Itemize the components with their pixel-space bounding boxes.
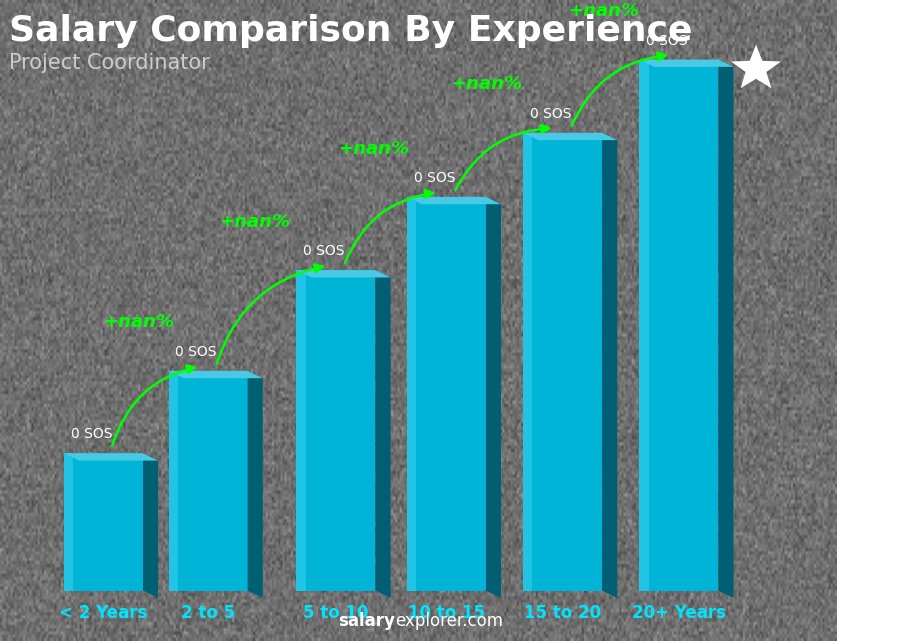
Polygon shape bbox=[486, 197, 501, 598]
Polygon shape bbox=[168, 371, 248, 590]
Polygon shape bbox=[523, 133, 533, 590]
Text: salary: salary bbox=[338, 612, 395, 630]
Polygon shape bbox=[64, 453, 143, 590]
Text: 0 SOS: 0 SOS bbox=[71, 428, 112, 442]
Polygon shape bbox=[168, 371, 178, 590]
Text: +nan%: +nan% bbox=[338, 140, 410, 158]
Polygon shape bbox=[407, 197, 416, 590]
Polygon shape bbox=[602, 133, 617, 598]
Polygon shape bbox=[407, 197, 501, 204]
Polygon shape bbox=[639, 60, 649, 590]
Polygon shape bbox=[296, 270, 306, 590]
Polygon shape bbox=[523, 133, 617, 140]
Polygon shape bbox=[64, 453, 73, 590]
Text: 20+ Years: 20+ Years bbox=[632, 604, 726, 622]
Polygon shape bbox=[296, 270, 391, 278]
Text: < 2 Years: < 2 Years bbox=[59, 604, 148, 622]
Polygon shape bbox=[639, 60, 718, 590]
Polygon shape bbox=[375, 270, 391, 598]
Polygon shape bbox=[718, 60, 734, 598]
Polygon shape bbox=[731, 45, 781, 88]
Text: Project Coordinator: Project Coordinator bbox=[9, 53, 210, 73]
Text: 15 to 20: 15 to 20 bbox=[524, 604, 601, 622]
Text: 10 to 15: 10 to 15 bbox=[408, 604, 485, 622]
Text: explorer.com: explorer.com bbox=[395, 612, 503, 630]
Text: +nan%: +nan% bbox=[452, 76, 523, 94]
Text: 2 to 5: 2 to 5 bbox=[181, 604, 235, 622]
Text: 0 SOS: 0 SOS bbox=[176, 345, 217, 359]
Text: +nan%: +nan% bbox=[103, 313, 174, 331]
Polygon shape bbox=[296, 270, 375, 590]
Text: 0 SOS: 0 SOS bbox=[414, 171, 455, 185]
Text: 5 to 10: 5 to 10 bbox=[303, 604, 369, 622]
Text: Salary Comparison By Experience: Salary Comparison By Experience bbox=[9, 13, 693, 47]
Polygon shape bbox=[168, 371, 263, 378]
Text: 0 SOS: 0 SOS bbox=[530, 107, 572, 121]
Polygon shape bbox=[248, 371, 263, 598]
Text: 0 SOS: 0 SOS bbox=[646, 33, 688, 47]
Polygon shape bbox=[523, 133, 602, 590]
Polygon shape bbox=[407, 197, 486, 590]
Polygon shape bbox=[64, 453, 158, 461]
Text: +nan%: +nan% bbox=[219, 213, 290, 231]
Polygon shape bbox=[143, 453, 158, 598]
Text: +nan%: +nan% bbox=[568, 2, 639, 20]
Polygon shape bbox=[639, 60, 734, 67]
Text: Average Monthly Salary: Average Monthly Salary bbox=[854, 254, 865, 387]
Text: 0 SOS: 0 SOS bbox=[303, 244, 345, 258]
